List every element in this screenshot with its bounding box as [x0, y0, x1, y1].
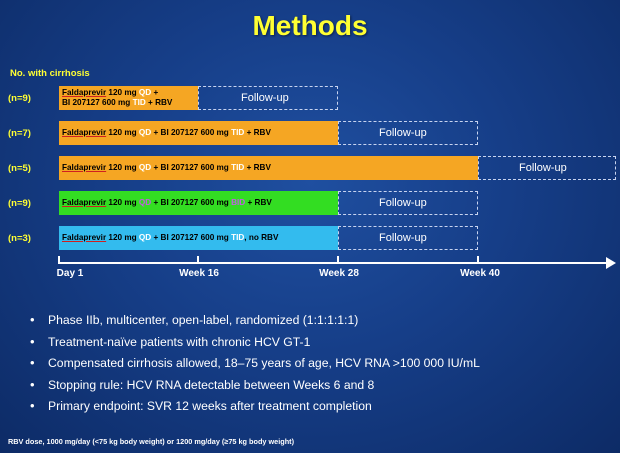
regimen-text: , no RBV [244, 233, 279, 242]
follow-up-label: Follow-up [241, 92, 289, 104]
cirrhosis-count-heading: No. with cirrhosis [10, 68, 90, 79]
regimen-line: Faldaprevir 120 mg QD + BI 207127 600 mg… [62, 163, 271, 173]
arm-cirrhosis-count: (n=3) [8, 233, 31, 244]
follow-up-label: Follow-up [379, 127, 427, 139]
regimen-text: 120 mg [106, 233, 139, 242]
regimen-text: + RBV [145, 98, 173, 107]
treatment-regimen-text: Faldaprevir 120 mg QD + BI 207127 600 mg … [62, 88, 172, 108]
bullet-item: Primary endpoint: SVR 12 weeks after tre… [28, 398, 480, 420]
regimen-text: + [151, 88, 159, 97]
timeline-label-week28: Week 28 [319, 268, 359, 279]
regimen-line: Faldaprevir 120 mg QD + BI 207127 600 mg… [62, 128, 271, 138]
dosing-frequency: TID [231, 163, 245, 172]
dosing-frequency: QD [138, 233, 152, 242]
arm-cirrhosis-count: (n=5) [8, 163, 31, 174]
drug-name: Faldaprevir [62, 88, 107, 97]
dosing-frequency: QD [138, 88, 152, 97]
timeline-label-week40: Week 40 [460, 268, 500, 279]
follow-up-box: Follow-up [338, 121, 478, 145]
drug-name: Faldaprevir [62, 198, 107, 207]
follow-up-label: Follow-up [379, 197, 427, 209]
regimen-text: + BI 207127 600 mg [151, 198, 232, 207]
dosing-frequency: QD [138, 198, 152, 207]
timeline-tick [197, 256, 199, 264]
regimen-text: 120 mg [106, 128, 139, 137]
arm-treatment-bar: Faldaprevir 120 mg QD + BI 207127 600 mg… [59, 156, 478, 180]
drug-name: Faldaprevir [62, 163, 107, 172]
treatment-regimen-text: Faldaprevir 120 mg QD + BI 207127 600 mg… [62, 163, 271, 173]
dosing-frequency: QD [138, 163, 152, 172]
treatment-regimen-text: Faldaprevir 120 mg QD + BI 207127 600 mg… [62, 233, 278, 243]
regimen-text: BI 207127 600 mg [62, 98, 133, 107]
timeline-line [59, 262, 609, 264]
timeline-tick [337, 256, 339, 264]
arm-treatment-bar: Faldaprevir 120 mg QD + BI 207127 600 mg… [59, 226, 338, 250]
arm-treatment-bar: Faldaprevir 120 mg QD + BI 207127 600 mg … [59, 86, 198, 110]
bullet-item: Stopping rule: HCV RNA detectable betwee… [28, 377, 480, 399]
regimen-line: Faldaprevir 120 mg QD + BI 207127 600 mg… [62, 198, 272, 208]
drug-name: Faldaprevir [62, 128, 107, 137]
arm-row-5: (n=3) Faldaprevir 120 mg QD + BI 207127 … [0, 226, 620, 252]
follow-up-box: Follow-up [338, 191, 478, 215]
follow-up-box: Follow-up [198, 86, 338, 110]
timeline-label-week16: Week 16 [179, 268, 219, 279]
regimen-text: + BI 207127 600 mg [151, 163, 232, 172]
drug-name: Faldaprevir [62, 233, 107, 242]
regimen-line: Faldaprevir 120 mg QD + BI 207127 600 mg… [62, 233, 278, 243]
dosing-frequency: QD [138, 128, 152, 137]
follow-up-label: Follow-up [519, 162, 567, 174]
arm-row-2: (n=7) Faldaprevir 120 mg QD + BI 207127 … [0, 121, 620, 147]
dosing-frequency: BID [231, 198, 246, 207]
regimen-text: + RBV [244, 128, 271, 137]
regimen-text: 120 mg [106, 88, 139, 97]
arm-row-4: (n=9) Faldaprevir 120 mg QD + BI 207127 … [0, 191, 620, 217]
follow-up-label: Follow-up [379, 232, 427, 244]
regimen-line: Faldaprevir 120 mg QD + [62, 88, 172, 98]
arm-cirrhosis-count: (n=7) [8, 128, 31, 139]
dosing-frequency: TID [231, 128, 245, 137]
arm-cirrhosis-count: (n=9) [8, 93, 31, 104]
page-title: Methods [252, 10, 368, 41]
timeline-label-day1: Day 1 [56, 268, 84, 279]
dosing-frequency: TID [231, 233, 245, 242]
timeline-tick [477, 256, 479, 264]
bullet-item: Treatment-naïve patients with chronic HC… [28, 334, 480, 356]
bullet-item: Compensated cirrhosis allowed, 18–75 yea… [28, 355, 480, 377]
regimen-text: + BI 207127 600 mg [151, 128, 232, 137]
regimen-text: 120 mg [106, 163, 139, 172]
follow-up-box: Follow-up [478, 156, 616, 180]
timeline-tick [58, 256, 60, 264]
arm-treatment-bar: Faldaprevir 120 mg QD + BI 207127 600 mg… [59, 191, 338, 215]
regimen-line: BI 207127 600 mg TID + RBV [62, 98, 172, 108]
arm-treatment-bar: Faldaprevir 120 mg QD + BI 207127 600 mg… [59, 121, 338, 145]
regimen-text: + RBV [245, 198, 272, 207]
arm-row-1: (n=9) Faldaprevir 120 mg QD + BI 207127 6… [0, 86, 620, 112]
arm-row-3: (n=5) Faldaprevir 120 mg QD + BI 207127 … [0, 156, 620, 182]
treatment-regimen-text: Faldaprevir 120 mg QD + BI 207127 600 mg… [62, 198, 272, 208]
arm-cirrhosis-count: (n=9) [8, 198, 31, 209]
follow-up-box: Follow-up [338, 226, 478, 250]
regimen-text: + BI 207127 600 mg [151, 233, 232, 242]
rbv-dose-footnote: RBV dose, 1000 mg/day (<75 kg body weigh… [8, 437, 295, 446]
timeline-arrow-icon [606, 257, 616, 269]
regimen-text: + RBV [244, 163, 271, 172]
methods-bullet-list: Phase IIb, multicenter, open-label, rand… [28, 312, 480, 420]
bullet-item: Phase IIb, multicenter, open-label, rand… [28, 312, 480, 334]
treatment-regimen-text: Faldaprevir 120 mg QD + BI 207127 600 mg… [62, 128, 271, 138]
regimen-text: 120 mg [106, 198, 139, 207]
dosing-frequency: TID [132, 98, 146, 107]
